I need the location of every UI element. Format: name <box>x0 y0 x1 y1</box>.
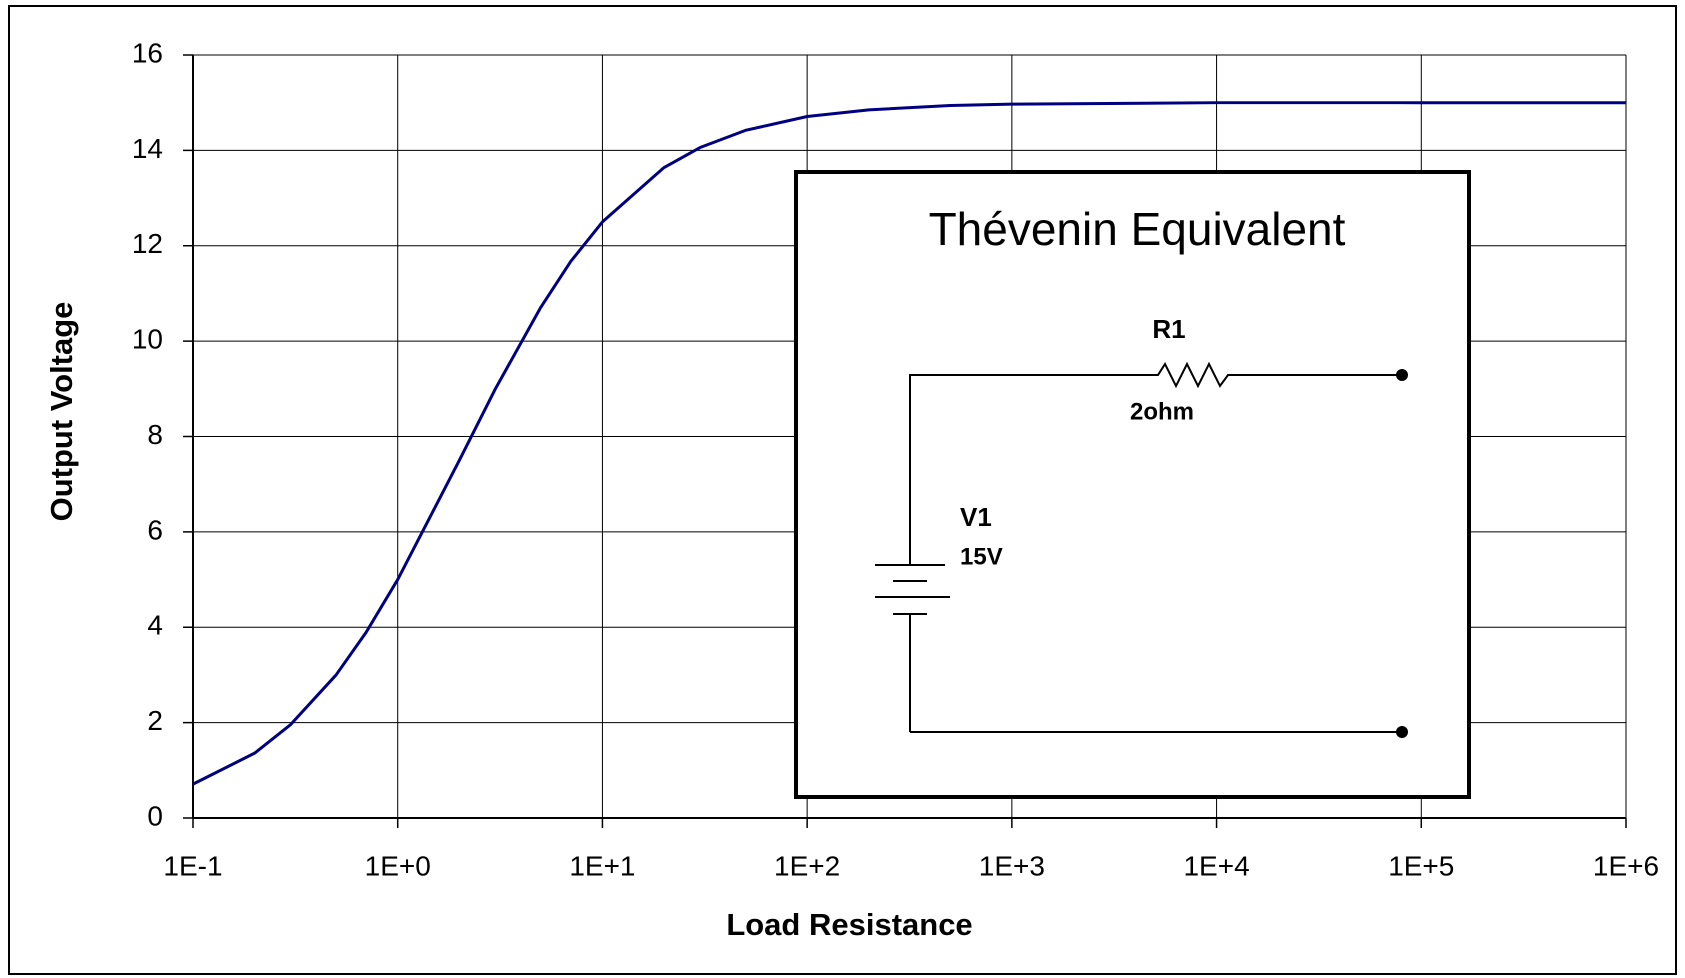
resistor-label: R1 <box>1152 314 1185 344</box>
x-tick-label: 1E+0 <box>365 850 431 881</box>
x-tick-label: 1E+5 <box>1388 850 1454 881</box>
y-tick-label: 2 <box>147 705 163 736</box>
data-line <box>192 101 1626 786</box>
x-tick-label: 1E+6 <box>1593 850 1659 881</box>
y-tick-label: 6 <box>147 514 163 545</box>
y-tick-label: 14 <box>132 133 163 164</box>
resistance-label: 2ohm <box>1130 398 1194 425</box>
terminal <box>1396 369 1408 381</box>
inset: Thévenin Equivalent R1 2ohm V1 15V <box>794 170 1471 799</box>
x-tick-label: 1E+1 <box>569 850 635 881</box>
x-tick-label: 1E+4 <box>1183 850 1249 881</box>
inset-title: Thévenin Equivalent <box>929 203 1346 255</box>
voltage-label: 15V <box>960 543 1003 570</box>
y-tick-label: 16 <box>132 37 163 68</box>
y-tick-label: 8 <box>147 419 163 450</box>
x-tick-label: 1E+3 <box>979 850 1045 881</box>
terminal <box>1396 726 1408 738</box>
inset-box <box>794 170 1471 799</box>
x-axis-title: Load Resistance <box>726 907 972 942</box>
x-tick-label: 1E-1 <box>163 850 222 881</box>
y-tick-label: 4 <box>147 610 163 641</box>
source-label: V1 <box>960 502 992 532</box>
x-tick-label: 1E+2 <box>774 850 840 881</box>
y-tick-label: 10 <box>132 324 163 355</box>
y-axis-title: Output Voltage <box>44 302 79 522</box>
wire-resistor <box>909 361 1402 565</box>
y-tick-label: 12 <box>132 228 163 259</box>
y-tick-label: 0 <box>147 800 163 831</box>
